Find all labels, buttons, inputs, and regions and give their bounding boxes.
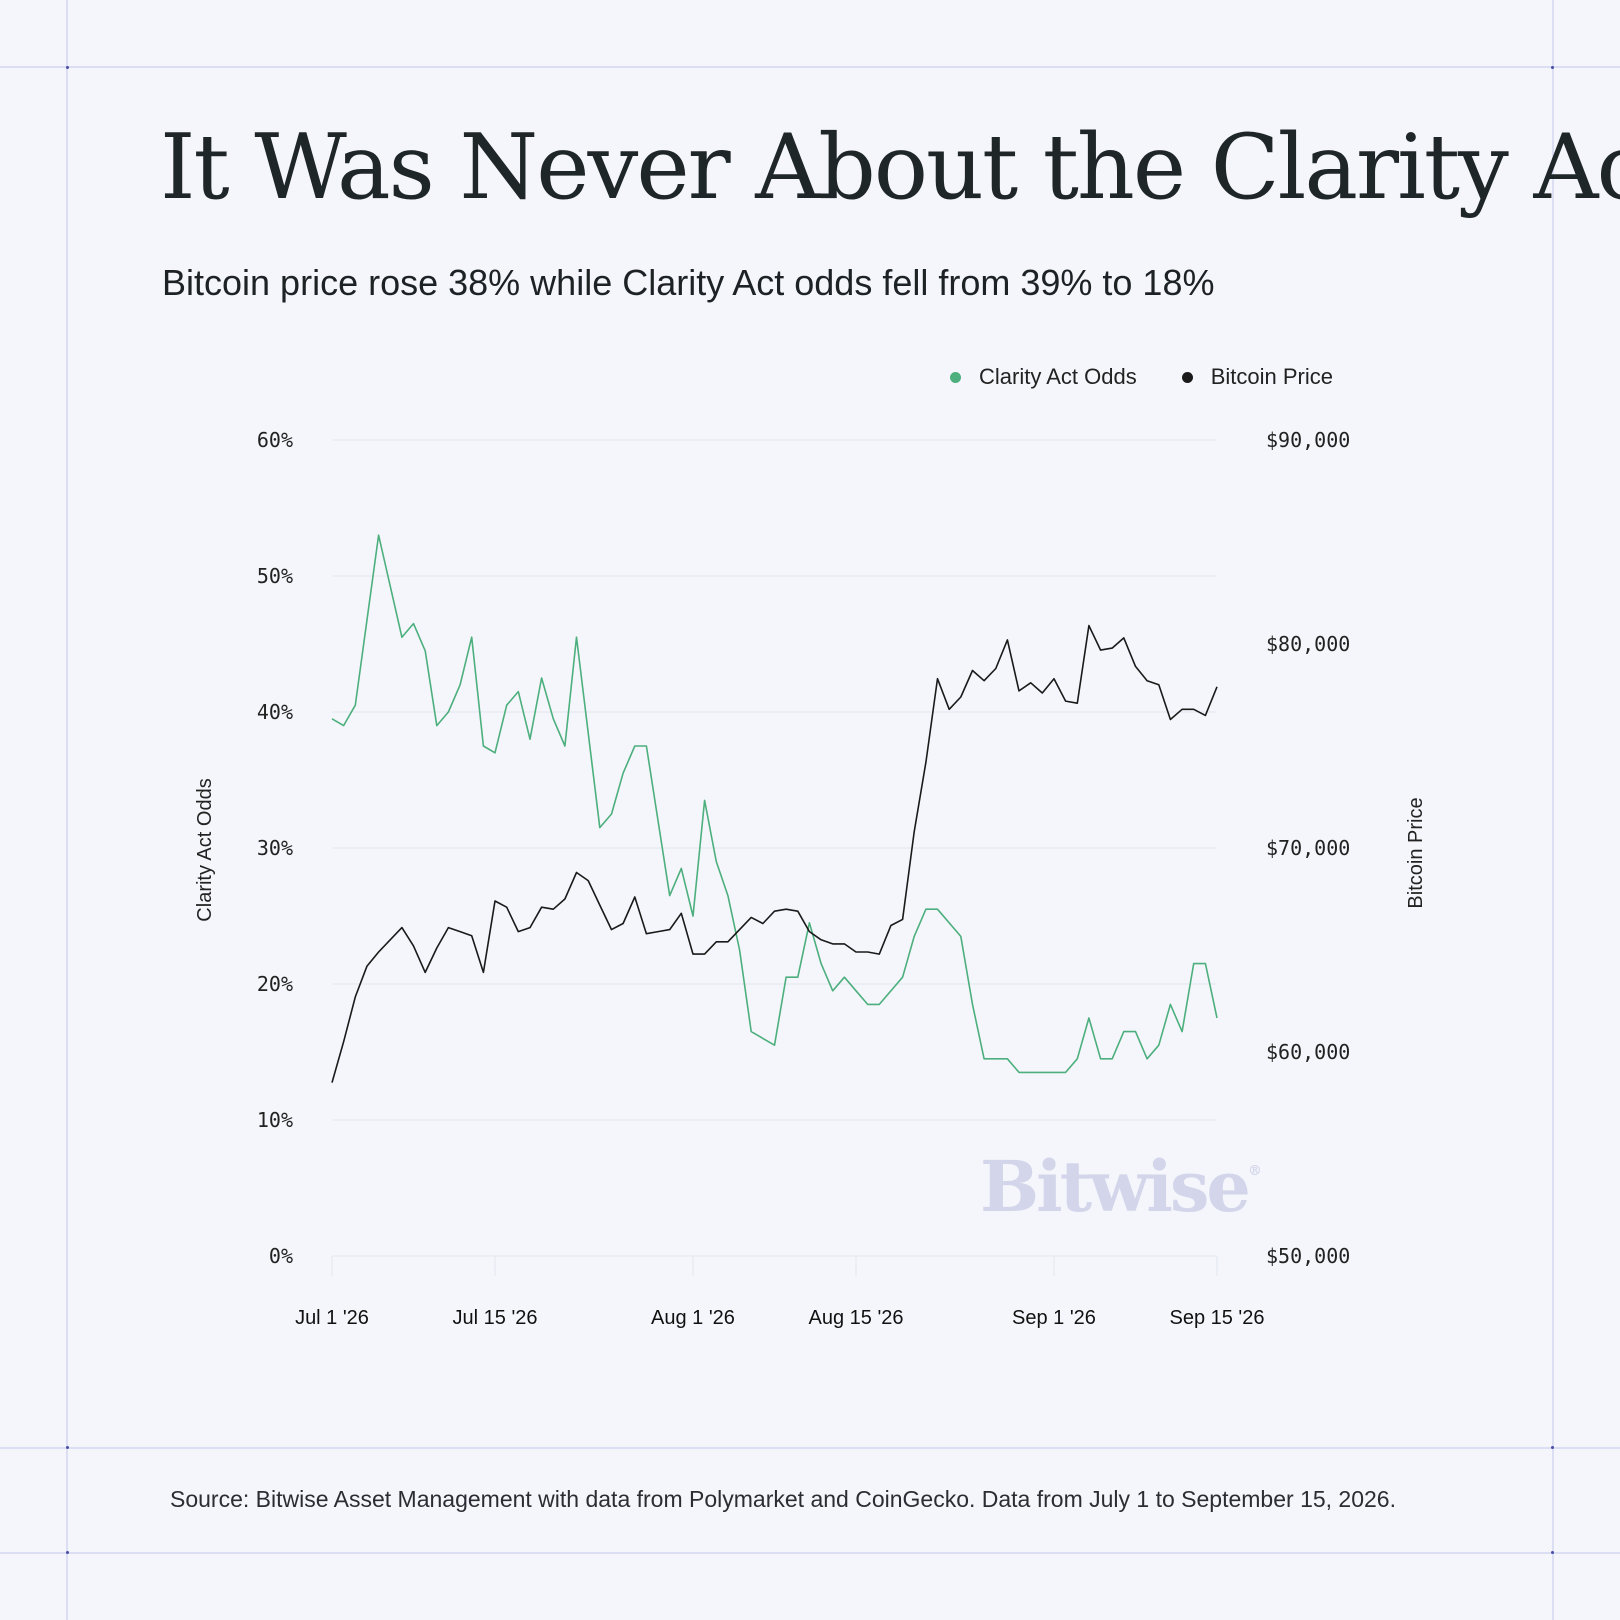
corner-dot xyxy=(1551,1551,1554,1554)
legend-swatch-clarity xyxy=(950,371,961,383)
corner-dot xyxy=(66,66,69,69)
y-tick-label-left: 0% xyxy=(269,1244,293,1268)
corner-dot xyxy=(1551,1446,1554,1449)
x-tick-label: Jul 15 '26 xyxy=(453,1307,538,1329)
legend-swatch-bitcoin xyxy=(1181,371,1193,383)
series-line-clarity-act-odds xyxy=(331,534,1218,1074)
source-note: Source: Bitwise Asset Management with da… xyxy=(170,1486,1396,1512)
y-axis-title-left: Clarity Act Odds xyxy=(194,778,216,921)
guide-line-left xyxy=(66,0,68,1620)
legend-label-clarity: Clarity Act Odds xyxy=(979,364,1137,389)
x-tick-label: Aug 15 '26 xyxy=(809,1307,904,1329)
x-tick-label: Sep 1 '26 xyxy=(1012,1307,1096,1329)
corner-dot xyxy=(66,1551,69,1554)
registered-mark: ® xyxy=(1247,1163,1262,1179)
corner-dot xyxy=(66,1446,69,1449)
legend-item-clarity: Clarity Act Odds xyxy=(950,364,1137,390)
guide-line-right xyxy=(1552,0,1554,1620)
chart-legend: Clarity Act Odds Bitcoin Price xyxy=(950,364,1378,390)
series-line-bitcoin-price xyxy=(331,624,1218,1083)
y-tick-label-left: 60% xyxy=(257,428,293,452)
y-tick-label-left: 50% xyxy=(257,564,293,588)
y-tick-label-left: 30% xyxy=(257,836,293,860)
y-tick-label-left: 20% xyxy=(257,972,293,996)
y-tick-label-left: 10% xyxy=(257,1108,293,1132)
y-tick-label-right: $50,000 xyxy=(1266,1244,1350,1268)
x-tick-label: Jul 1 '26 xyxy=(295,1307,369,1329)
y-tick-label-left: 40% xyxy=(257,700,293,724)
y-axis-title-right: Bitcoin Price xyxy=(1405,797,1427,908)
guide-line-footer-bottom xyxy=(0,1552,1620,1554)
guide-line-footer-top xyxy=(0,1447,1620,1449)
corner-dot xyxy=(1551,66,1554,69)
bitwise-watermark-logo: Bitwise® xyxy=(980,1145,1262,1228)
legend-label-bitcoin: Bitcoin Price xyxy=(1210,364,1333,389)
y-tick-label-right: $80,000 xyxy=(1266,632,1350,656)
legend-item-bitcoin: Bitcoin Price xyxy=(1181,364,1333,390)
guide-line-top xyxy=(0,66,1620,68)
y-tick-label-right: $60,000 xyxy=(1266,1040,1350,1064)
y-tick-label-right: $70,000 xyxy=(1266,836,1350,860)
dual-axis-line-chart: 0% 10% 20% 30% 40% 50% 60% $50,000 $60,000 $70,00… xyxy=(194,428,1427,1329)
chart-title: It Was Never About the Clarity Act xyxy=(160,115,1620,220)
x-tick-label: Sep 15 '26 xyxy=(1169,1307,1264,1329)
x-tick-label: Aug 1 '26 xyxy=(651,1307,735,1329)
watermark-text: Bitwise xyxy=(980,1145,1251,1228)
y-tick-label-right: $90,000 xyxy=(1266,428,1350,452)
chart-subtitle: Bitcoin price rose 38% while Clarity Act… xyxy=(162,262,1215,303)
